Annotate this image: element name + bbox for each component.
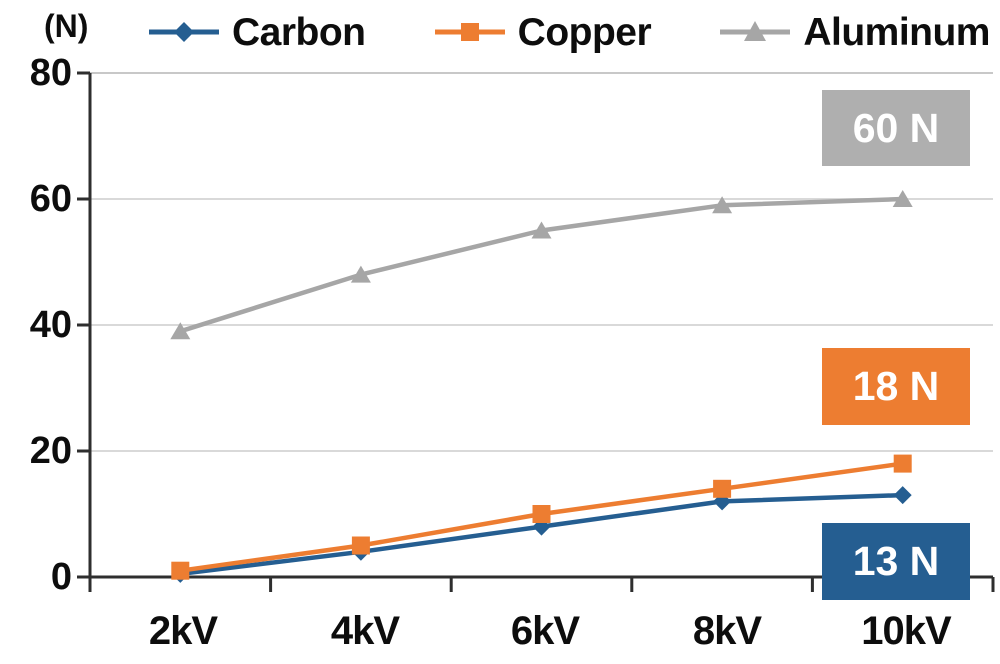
copper-line-square-icon bbox=[434, 23, 505, 41]
annotation-copper-18n: 18 N bbox=[822, 348, 970, 425]
y-axis-unit-label: (N) bbox=[44, 8, 89, 44]
x-tick-label-6kv: 6kV bbox=[510, 609, 580, 653]
y-tick-label-80: 80 bbox=[29, 52, 72, 94]
aluminum-line-triangle-icon bbox=[720, 21, 791, 41]
x-tick-label-2kv: 2kV bbox=[148, 609, 218, 653]
annotation-carbon-13n: 13 N bbox=[822, 523, 970, 600]
x-tick-label-8kv: 8kV bbox=[692, 609, 762, 653]
y-tick-label-40: 40 bbox=[29, 304, 72, 346]
carbon-line-diamond-icon bbox=[149, 22, 219, 42]
y-tick-label-20: 20 bbox=[29, 430, 72, 472]
chart-legend: Carbon Copper Aluminum bbox=[148, 6, 990, 58]
y-tick-label-0: 0 bbox=[50, 556, 72, 598]
legend-label-copper: Copper bbox=[517, 10, 652, 54]
legend-item-carbon: Carbon bbox=[148, 13, 366, 52]
legend-item-copper: Copper bbox=[434, 13, 652, 52]
legend-item-aluminum: Aluminum bbox=[719, 13, 990, 52]
annotation-aluminum-60n: 60 N bbox=[822, 90, 970, 166]
x-tick-label-10kv: 10kV bbox=[861, 609, 951, 653]
y-tick-label-60: 60 bbox=[29, 178, 72, 220]
x-tick-label-4kv: 4kV bbox=[330, 609, 400, 653]
legend-label-carbon: Carbon bbox=[232, 10, 366, 54]
legend-label-aluminum: Aluminum bbox=[803, 10, 990, 54]
